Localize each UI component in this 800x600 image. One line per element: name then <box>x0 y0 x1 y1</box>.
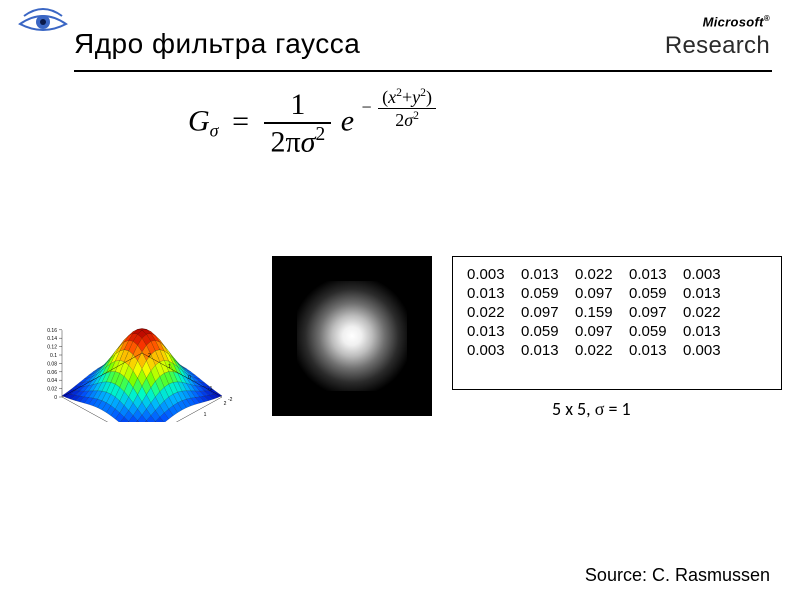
gaussian-formula: Gσ = 1 2πσ2 e − (x2+y2) 2σ2 <box>188 86 436 160</box>
kernel-cell: 0.013 <box>683 322 737 341</box>
eye-logo-icon <box>18 6 68 40</box>
gaussian-image <box>272 256 432 416</box>
gaussian-glow <box>297 281 407 391</box>
kernel-cell: 0.013 <box>629 341 683 360</box>
kernel-cell: 0.003 <box>683 265 737 284</box>
svg-text:0.1: 0.1 <box>50 353 57 359</box>
svg-text:2: 2 <box>148 353 151 359</box>
kernel-cell: 0.013 <box>521 341 575 360</box>
svg-text:1: 1 <box>204 412 207 418</box>
kernel-row: 0.0130.0590.0970.0590.013 <box>467 322 771 341</box>
kernel-cell: 0.013 <box>629 265 683 284</box>
svg-text:0.14: 0.14 <box>47 336 57 342</box>
kernel-cell: 0.003 <box>683 341 737 360</box>
svg-text:0.12: 0.12 <box>47 345 57 351</box>
kernel-cell: 0.022 <box>683 303 737 322</box>
kernel-cell: 0.059 <box>629 284 683 303</box>
kernel-cell: 0.022 <box>575 265 629 284</box>
kernel-cell: 0.013 <box>467 284 521 303</box>
kernel-cell: 0.097 <box>575 284 629 303</box>
svg-text:0.04: 0.04 <box>47 378 57 384</box>
kernel-cell: 0.022 <box>467 303 521 322</box>
slide: Ядро фильтра гаусса Microsoft® Research … <box>0 0 800 600</box>
microsoft-word: Microsoft® <box>703 14 770 29</box>
svg-text:0.06: 0.06 <box>47 370 57 376</box>
svg-text:2: 2 <box>224 401 227 407</box>
svg-text:0.02: 0.02 <box>47 387 57 393</box>
kernel-cell: 0.097 <box>575 322 629 341</box>
kernel-cell: 0.013 <box>467 322 521 341</box>
kernel-cell: 0.022 <box>575 341 629 360</box>
kernel-cell: 0.059 <box>629 322 683 341</box>
microsoft-research: Research <box>665 32 770 60</box>
kernel-cell: 0.159 <box>575 303 629 322</box>
kernel-cell: 0.013 <box>521 265 575 284</box>
kernel-cell: 0.097 <box>629 303 683 322</box>
surface-plot: 00.020.040.060.080.10.120.140.16-2-1012-… <box>22 252 242 422</box>
source-attribution: Source: C. Rasmussen <box>585 565 770 586</box>
svg-text:-1: -1 <box>208 386 213 392</box>
kernel-cell: 0.059 <box>521 322 575 341</box>
kernel-cell: 0.097 <box>521 303 575 322</box>
header-rule <box>74 70 772 72</box>
kernel-cell: 0.003 <box>467 341 521 360</box>
kernel-cell: 0.013 <box>683 284 737 303</box>
kernel-row: 0.0030.0130.0220.0130.003 <box>467 341 771 360</box>
kernel-caption: 5 x 5, σ = 1 <box>552 398 631 420</box>
svg-text:0.16: 0.16 <box>47 328 57 334</box>
kernel-row: 0.0220.0970.1590.0970.022 <box>467 303 771 322</box>
kernel-cell: 0.003 <box>467 265 521 284</box>
header: Ядро фильтра гаусса Microsoft® Research <box>0 8 800 70</box>
slide-title: Ядро фильтра гаусса <box>74 28 360 60</box>
kernel-row: 0.0130.0590.0970.0590.013 <box>467 284 771 303</box>
svg-text:0.08: 0.08 <box>47 361 57 367</box>
svg-text:0: 0 <box>188 375 191 381</box>
svg-text:-2: -2 <box>228 397 233 403</box>
kernel-row: 0.0030.0130.0220.0130.003 <box>467 265 771 284</box>
kernel-matrix: 0.0030.0130.0220.0130.0030.0130.0590.097… <box>452 256 782 390</box>
kernel-cell: 0.059 <box>521 284 575 303</box>
svg-text:1: 1 <box>168 364 171 370</box>
svg-text:0: 0 <box>54 395 57 401</box>
